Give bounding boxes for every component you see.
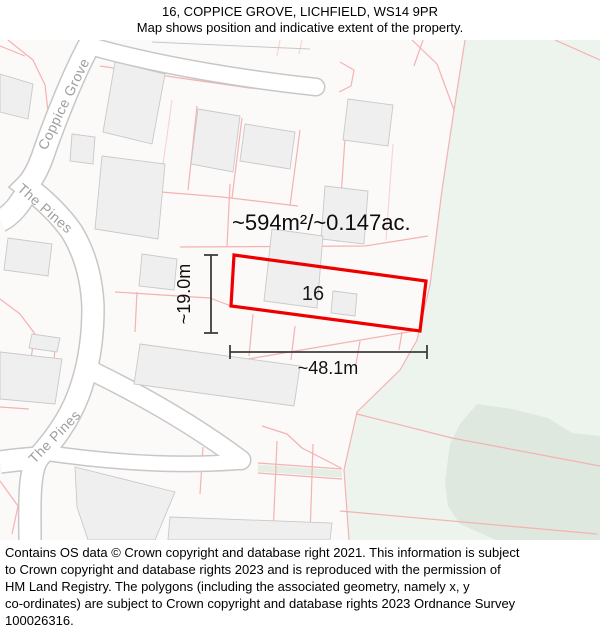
page-header: 16, COPPICE GROVE, LICHFIELD, WS14 9PR M… xyxy=(0,0,600,40)
footer-line: Contains OS data © Crown copyright and d… xyxy=(5,545,520,560)
plot-number-label: 16 xyxy=(302,283,324,305)
footpath xyxy=(257,464,343,478)
footer-line: HM Land Registry. The polygons (includin… xyxy=(5,579,470,594)
property-boundary-outline xyxy=(229,253,428,333)
map-image: Coppice Grove The Pines The Pines 16 ~59… xyxy=(0,40,600,540)
footer-line: co-ordinates) are subject to Crown copyr… xyxy=(5,596,516,611)
roads xyxy=(0,40,324,540)
footer-line: to Crown copyright and database rights 2… xyxy=(5,562,501,577)
width-dimension-label: ~48.1m xyxy=(298,358,359,378)
height-dimension-label: ~19.0m xyxy=(174,264,194,325)
dimension-annotations: ~19.0m ~48.1m xyxy=(174,254,428,378)
page-subtitle: Map shows position and indicative extent… xyxy=(136,20,464,35)
buildings xyxy=(0,61,394,540)
copyright-footer: Contains OS data © Crown copyright and d… xyxy=(0,540,600,633)
woodland-area xyxy=(445,404,600,540)
property-map: Coppice Grove The Pines The Pines 16 ~59… xyxy=(0,40,600,540)
area-label: ~594m²/~0.147ac. xyxy=(232,210,411,235)
page-title: 16, COPPICE GROVE, LICHFIELD, WS14 9PR xyxy=(162,4,438,19)
footer-line: 100026316. xyxy=(5,613,74,628)
